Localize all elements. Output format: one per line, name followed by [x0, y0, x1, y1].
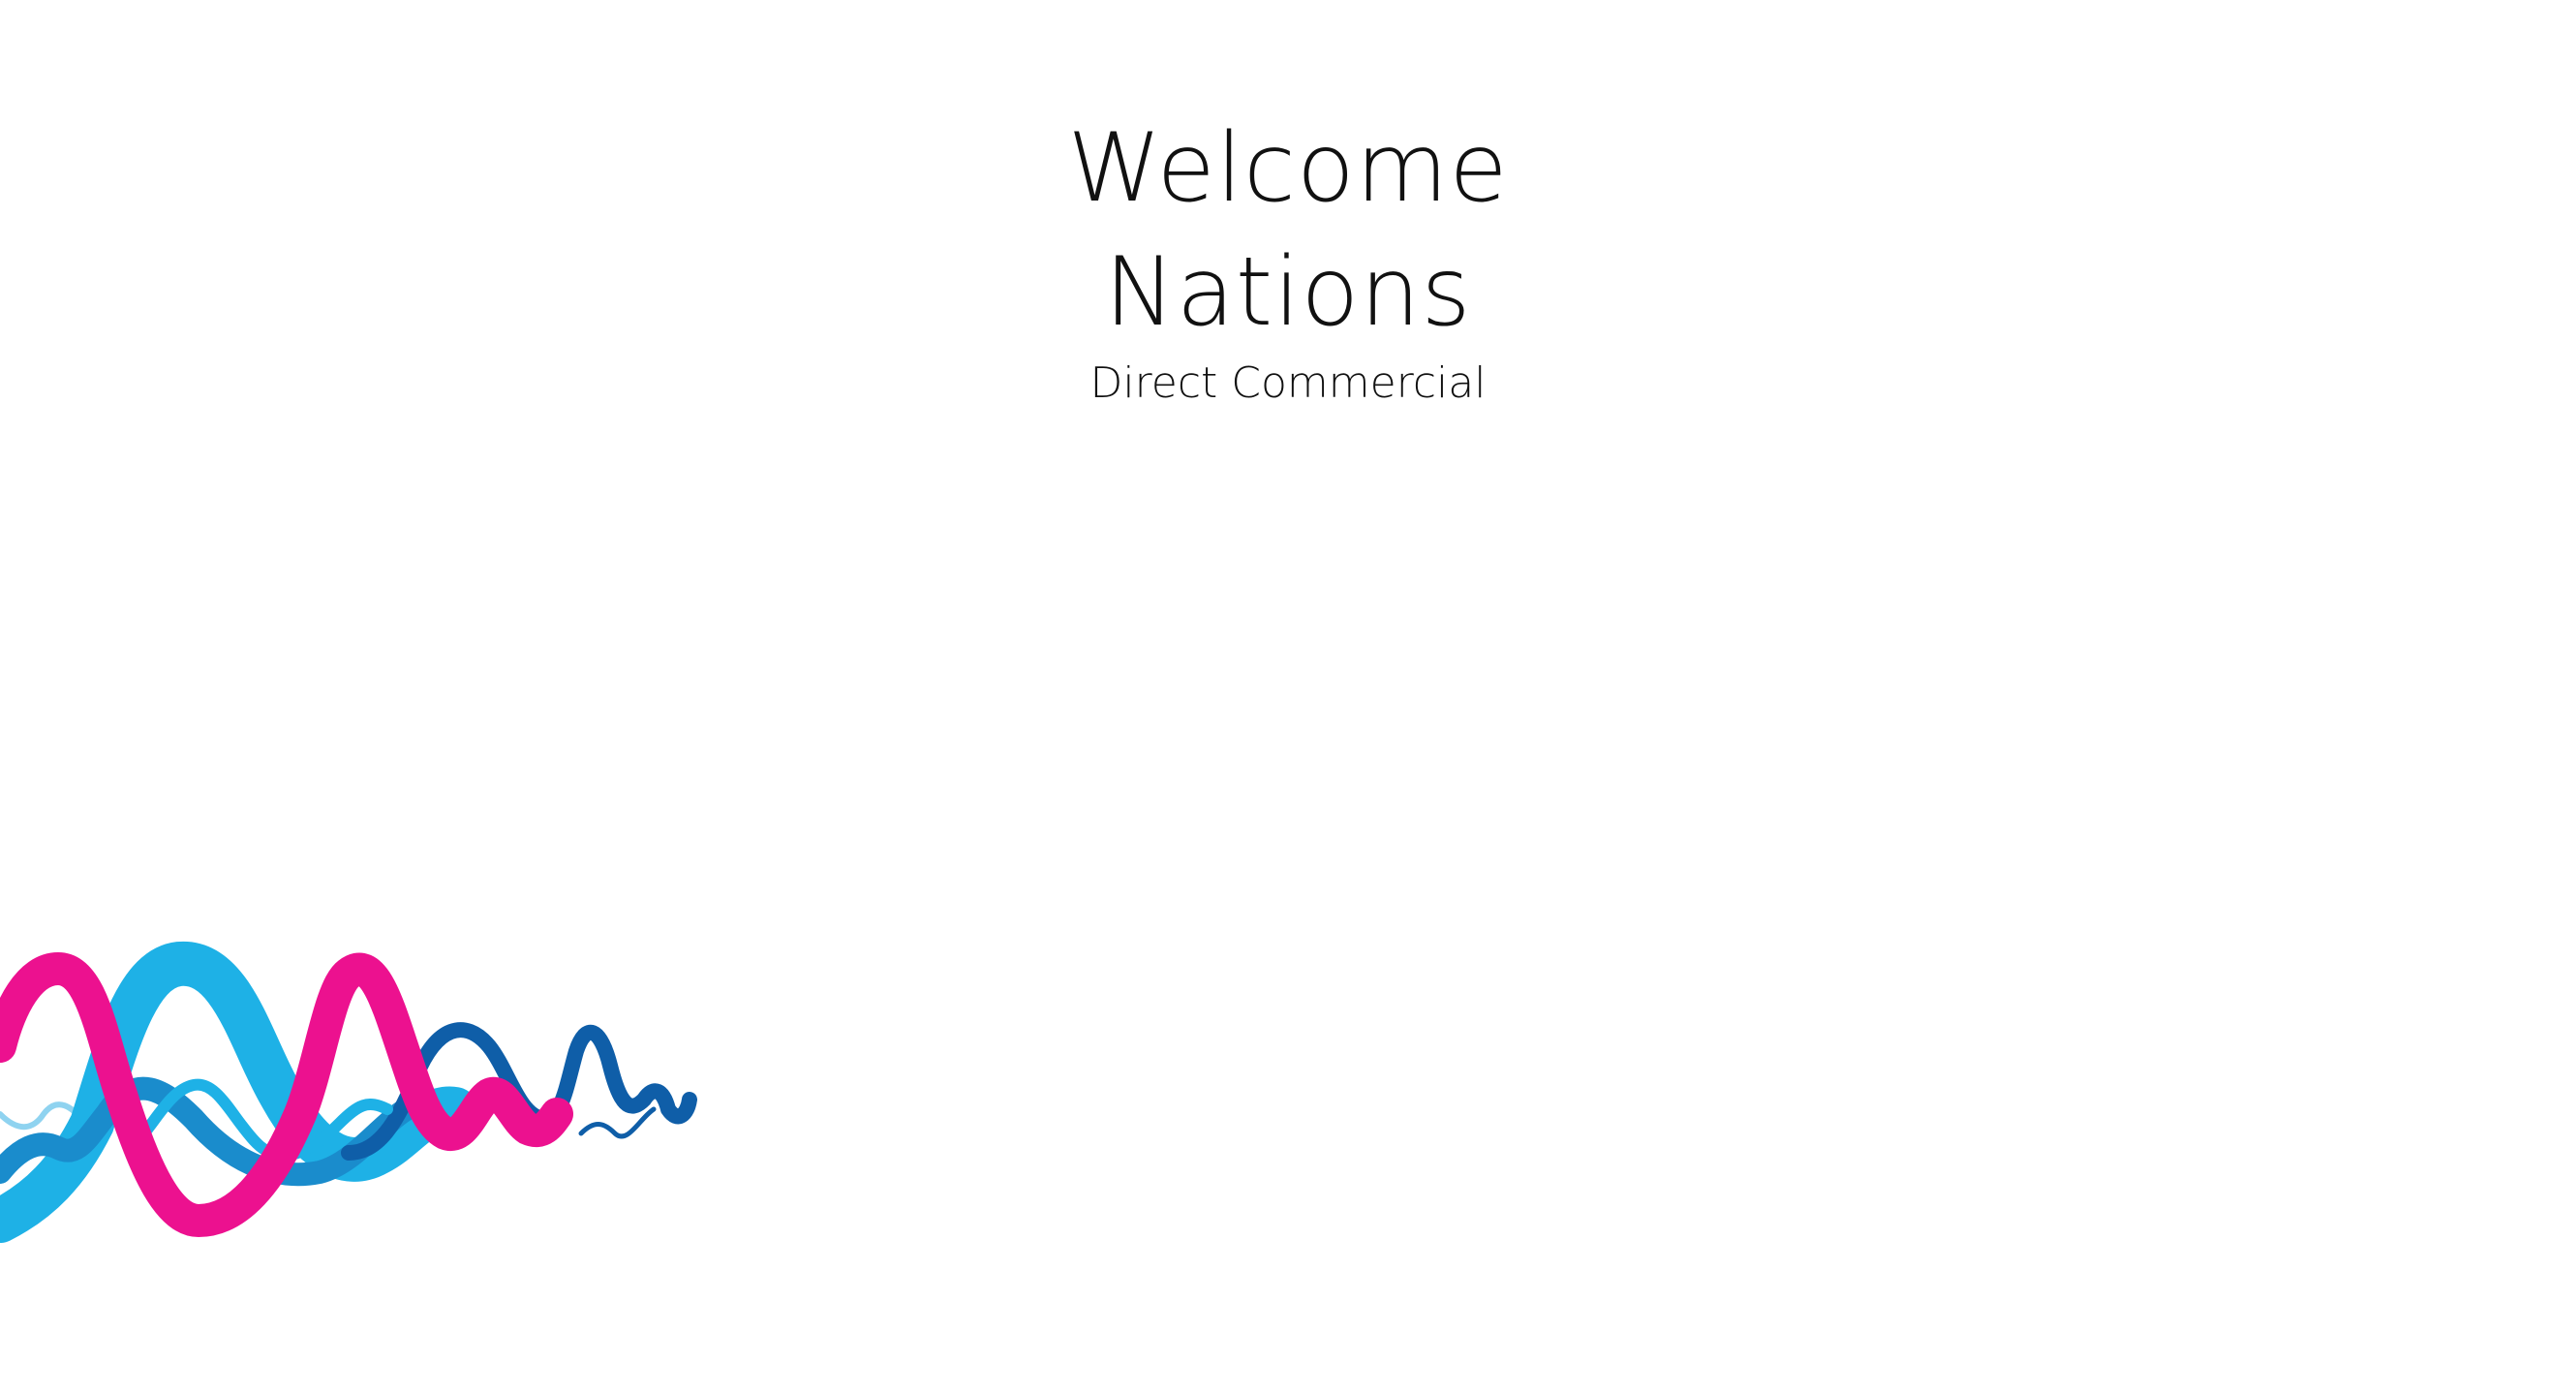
wave-cyan-small: [130, 1078, 393, 1162]
wave-mid-blue: [0, 1076, 428, 1187]
brand-wave-graphic: [0, 941, 697, 1243]
welcome-title: Welcome: [1067, 113, 1509, 224]
wave-magenta: [0, 951, 573, 1238]
wave-dark-blue-tail: [578, 1106, 657, 1139]
user-name: Nations: [1104, 237, 1472, 348]
welcome-block: Welcome Nations Direct Commercial: [0, 107, 2576, 413]
user-role: Direct Commercial: [1089, 358, 1487, 408]
wave-dark-blue: [341, 1022, 697, 1161]
